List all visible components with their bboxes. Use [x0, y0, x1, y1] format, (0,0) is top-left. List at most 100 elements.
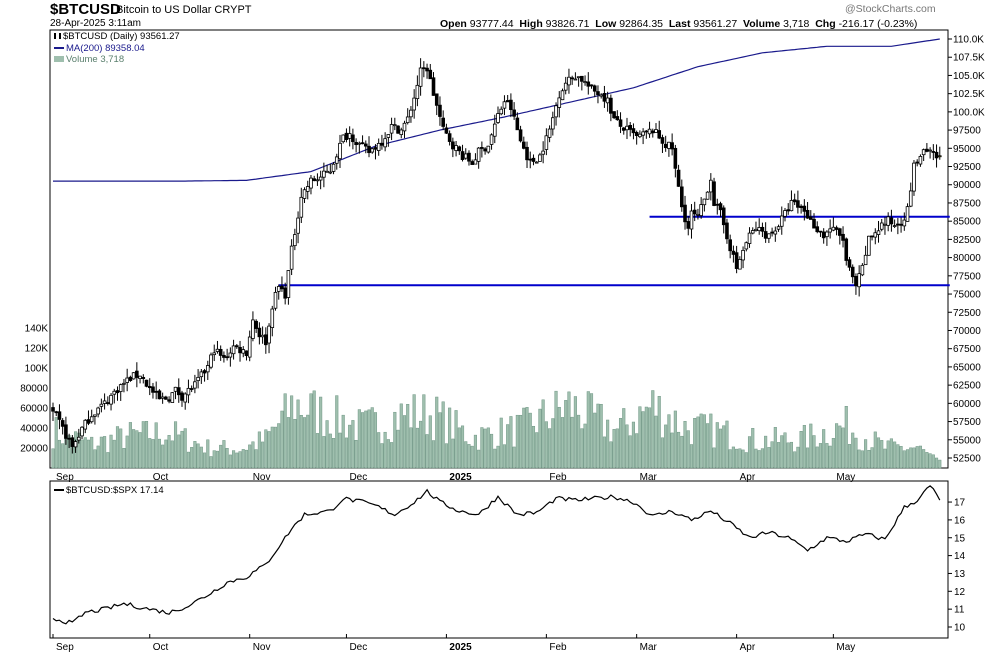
volume-bar [357, 409, 361, 469]
volume-bar [132, 429, 136, 469]
candle-body [821, 231, 826, 239]
candle-body [631, 128, 636, 134]
candle-body [612, 111, 616, 119]
volume-bar [535, 432, 539, 469]
volume-tick-label: 20000 [20, 444, 48, 455]
volume-bar [844, 405, 848, 469]
candle-body [773, 230, 778, 235]
candle-body [154, 390, 158, 393]
ratio-tick-label: 12 [954, 587, 966, 598]
volume-bar [612, 429, 616, 469]
candle-body [160, 396, 165, 399]
candle-body [528, 158, 533, 161]
candle-body [715, 203, 720, 206]
ratio-x-tick-label: May [836, 642, 855, 653]
volume-bar [402, 415, 407, 469]
ratio-tick-label: 11 [954, 605, 965, 616]
candle-body [844, 238, 849, 261]
volume-bar [725, 420, 729, 469]
volume-bar [254, 449, 258, 469]
candle-body [692, 209, 697, 215]
candle-body [57, 411, 62, 420]
volume-bar [677, 431, 681, 469]
volume-bar [712, 447, 716, 469]
candle-body [567, 76, 571, 86]
candle-body [99, 403, 104, 407]
candle-body [883, 223, 887, 226]
candle-body [689, 210, 694, 230]
volume-bar [680, 435, 684, 469]
candle-body [838, 228, 842, 236]
volume-tick-label: 100K [25, 364, 49, 375]
volume-bar [593, 412, 597, 469]
candle-body [431, 77, 436, 96]
volume-bar [554, 390, 558, 469]
price-x-tick-label: May [836, 472, 855, 483]
candle-body [509, 99, 513, 110]
candle-body [499, 108, 504, 115]
volume-bar [628, 435, 632, 469]
volume-bar [870, 447, 874, 469]
candle-body [505, 100, 510, 103]
candle-body [673, 147, 678, 169]
candle-body [283, 287, 287, 299]
ratio-x-tick-label: Feb [549, 642, 567, 653]
volume-bar [399, 403, 403, 469]
volume-bar [141, 421, 145, 469]
candle-body [718, 203, 723, 211]
legend-price: $BTCUSD (Daily) 93561.27 [54, 31, 180, 42]
volume-bar [170, 440, 174, 469]
line-icon [54, 47, 64, 50]
candle-body [373, 147, 378, 150]
volume-bar [796, 446, 800, 469]
volume-bar [377, 432, 381, 469]
candle-body [831, 226, 836, 231]
volume-bar [435, 396, 439, 469]
volume-bar [918, 445, 922, 469]
candle-body [712, 181, 716, 206]
candle-body [534, 161, 539, 164]
candle-body [402, 122, 407, 132]
volume-bar [219, 444, 223, 469]
volume-bar [822, 429, 826, 469]
candle-body [683, 204, 687, 223]
volume-bar [557, 406, 561, 469]
price-tick-label: 60000 [953, 399, 981, 410]
volume-bar [431, 440, 436, 469]
volume-bar [889, 438, 893, 469]
volume-bar [493, 448, 497, 469]
volume-bar [857, 449, 861, 469]
candle-body [199, 371, 204, 378]
volume-bar [767, 447, 771, 469]
candle-body [135, 370, 139, 378]
candle-body [328, 171, 333, 174]
candle-body [76, 436, 81, 441]
price-x-tick-label: Oct [153, 472, 169, 483]
volume-bar [806, 447, 810, 469]
price-tick-label: 92500 [953, 162, 981, 173]
candle-body [360, 142, 365, 145]
volume-bar [622, 408, 626, 469]
volume-bar [515, 414, 519, 469]
candle-body [557, 97, 562, 108]
candle-body [805, 209, 810, 219]
volume-bar [699, 413, 703, 469]
candle-body [899, 223, 903, 226]
candle-body [515, 117, 520, 131]
candle-body [383, 138, 387, 148]
volume-bar [673, 410, 677, 469]
candle-body [438, 104, 442, 117]
volume-bar [631, 421, 635, 469]
volume-bar [257, 431, 261, 469]
candle-body [102, 400, 107, 404]
volume-bar [702, 414, 706, 469]
candle-body [638, 133, 642, 138]
volume-bar [770, 441, 774, 469]
price-tick-label: 62500 [953, 381, 981, 392]
volume-bar [106, 452, 110, 469]
volume-bar [125, 435, 129, 469]
candle-body [412, 97, 416, 111]
volume-bar [773, 427, 777, 469]
candle-body [699, 204, 703, 216]
volume-bar [309, 393, 313, 469]
